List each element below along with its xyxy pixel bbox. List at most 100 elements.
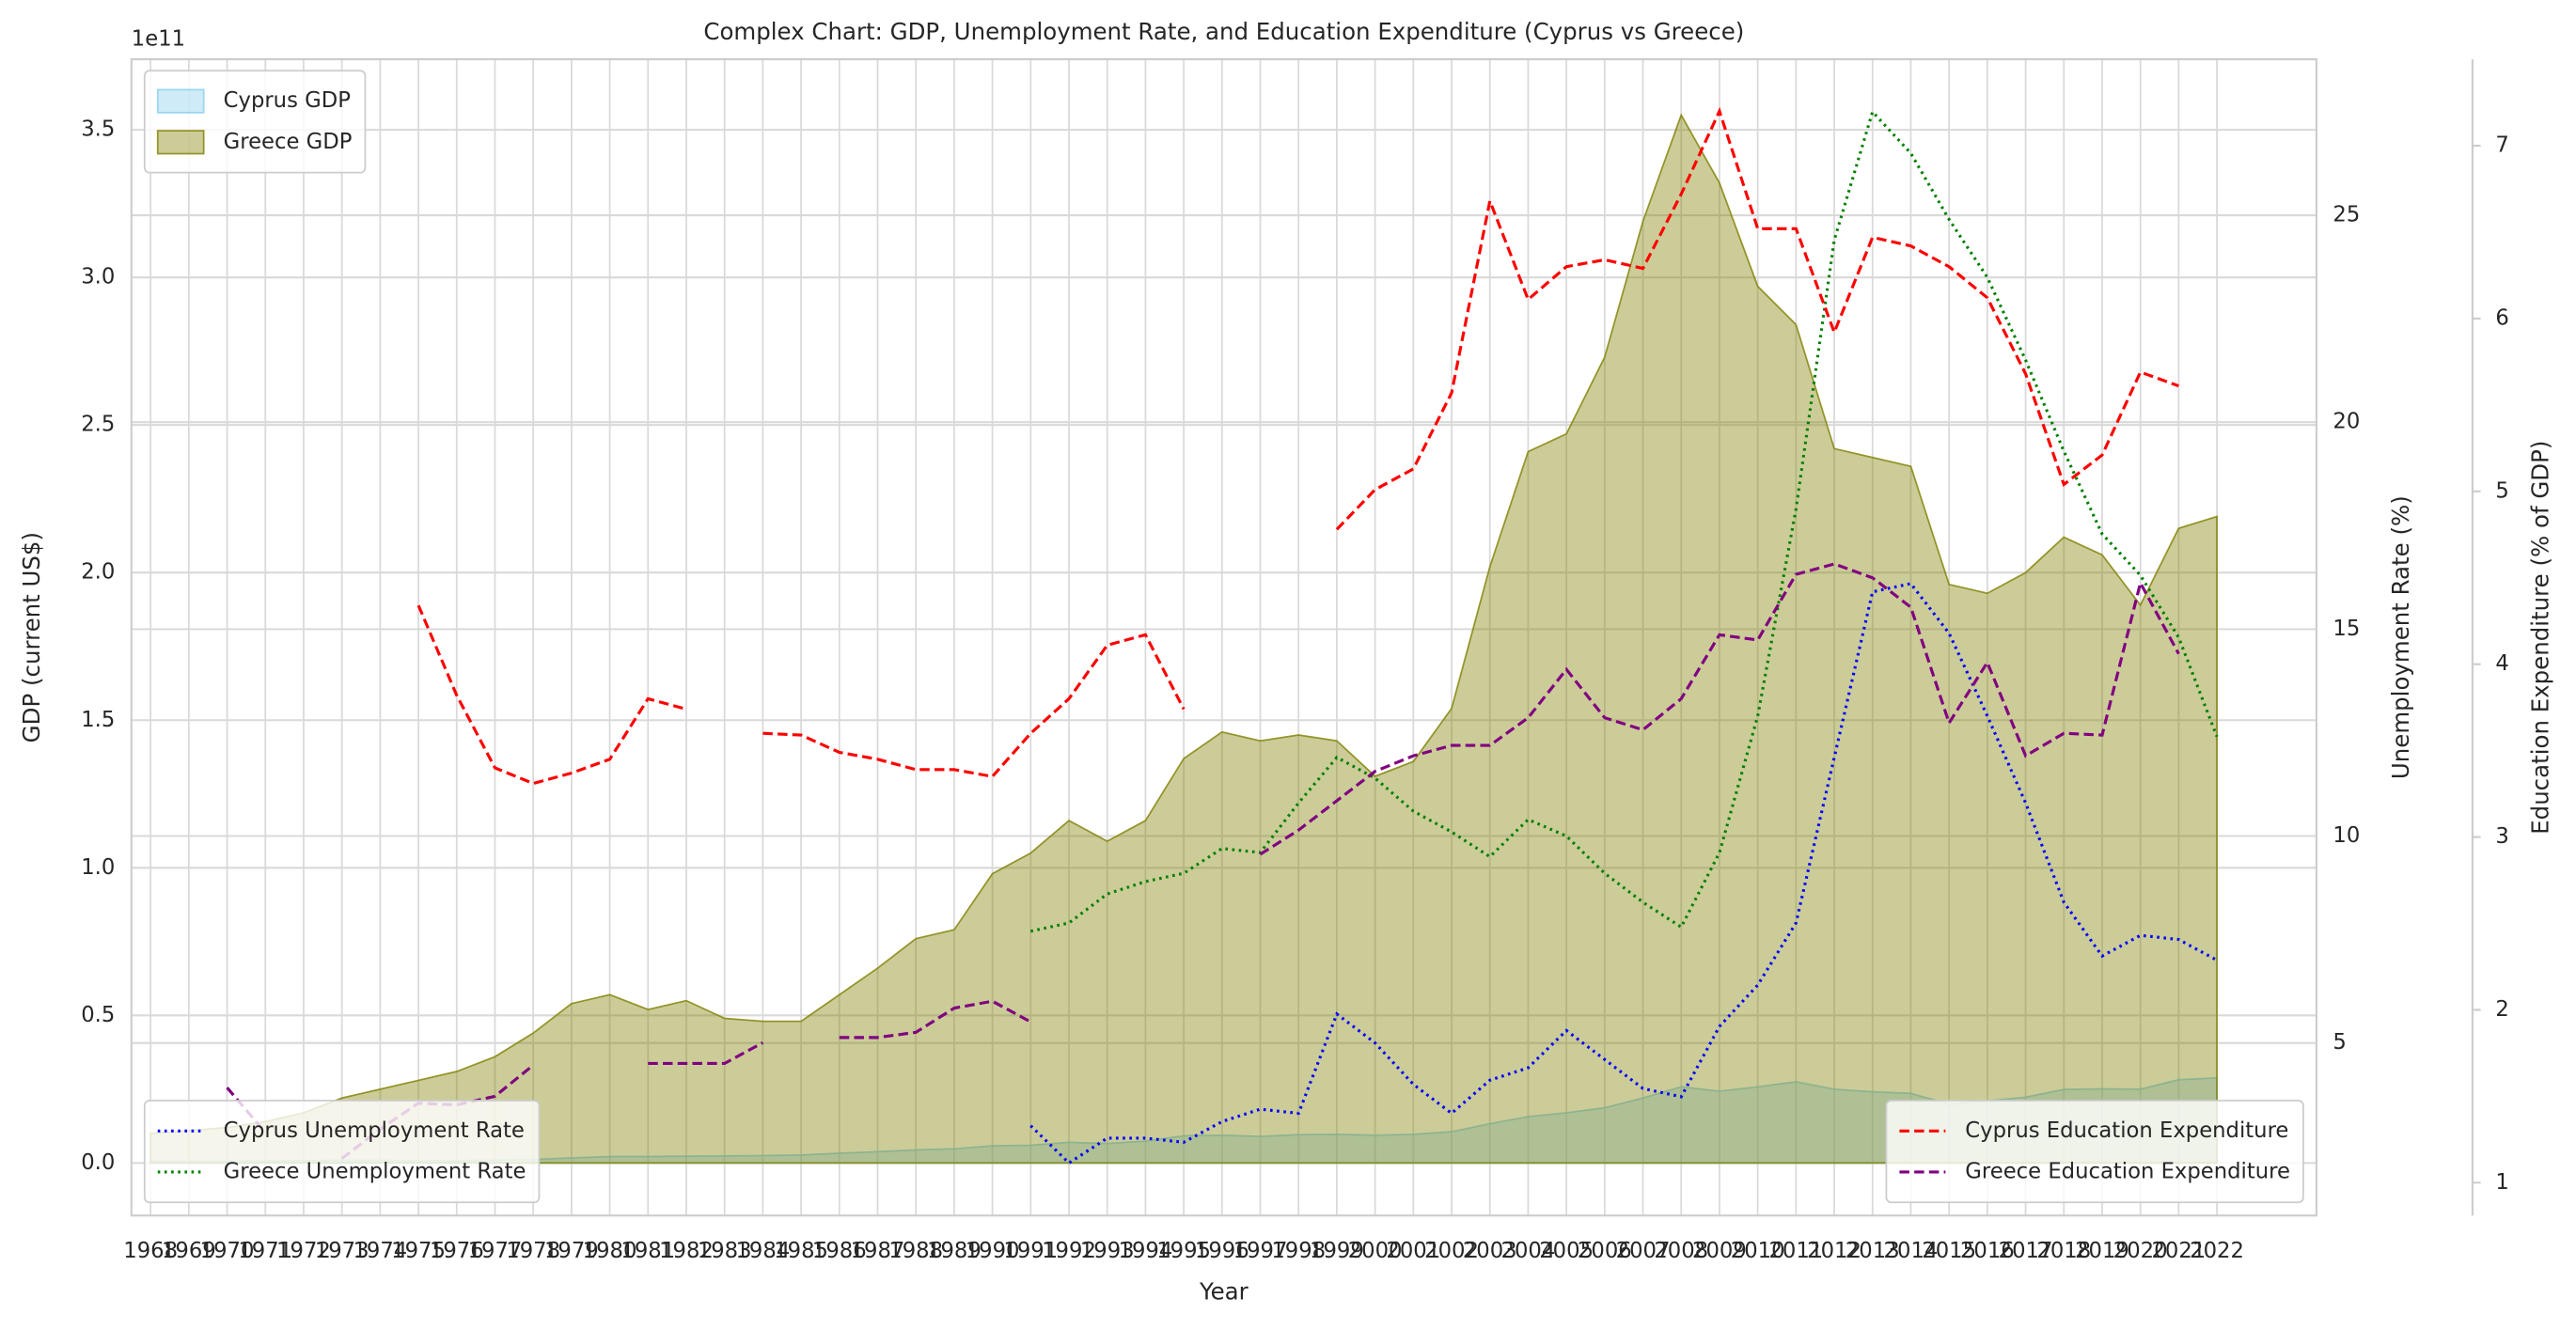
x-tick-label: 2009 bbox=[1692, 1239, 1747, 1263]
x-tick-label: 1983 bbox=[698, 1239, 752, 1263]
x-tick-label: 2019 bbox=[2075, 1239, 2129, 1263]
x-tick-label: 1971 bbox=[238, 1239, 292, 1263]
x-tick-label: 1998 bbox=[1271, 1239, 1326, 1263]
x-tick-label: 2011 bbox=[1768, 1239, 1823, 1263]
y-tick-label: 0.0 bbox=[81, 1150, 115, 1175]
x-tick-label: 1990 bbox=[966, 1239, 1020, 1263]
x-tick-label: 1969 bbox=[162, 1239, 216, 1263]
x-tick-label: 2004 bbox=[1501, 1239, 1556, 1263]
legend-swatch bbox=[156, 130, 205, 155]
y-tick-label: 1.5 bbox=[81, 708, 115, 732]
x-tick-label: 1994 bbox=[1119, 1239, 1173, 1263]
x-tick-label: 2000 bbox=[1348, 1239, 1403, 1263]
x-tick-label: 2008 bbox=[1654, 1239, 1708, 1263]
y-axis-offset: 1e11 bbox=[132, 27, 185, 52]
y-tick-label: 0.5 bbox=[81, 1003, 115, 1027]
chart-title: Complex Chart: GDP, Unemployment Rate, a… bbox=[703, 18, 1744, 45]
x-tick-label: 1981 bbox=[620, 1239, 675, 1263]
x-tick-label: 2012 bbox=[1807, 1239, 1861, 1263]
x-tick-label: 1980 bbox=[583, 1239, 637, 1263]
legend: Cyprus GDP Greece GDP bbox=[143, 70, 367, 174]
x-tick-label: 1970 bbox=[200, 1239, 255, 1263]
legend-label: Greece GDP bbox=[224, 130, 353, 154]
y2-axis-label: Unemployment Rate (%) bbox=[2387, 495, 2414, 779]
x-tick-label: 1987 bbox=[851, 1239, 905, 1263]
x-tick-label: 1988 bbox=[888, 1239, 943, 1263]
x-tick-label: 1977 bbox=[468, 1239, 523, 1263]
area bbox=[149, 113, 2218, 1165]
plot-frame bbox=[130, 58, 2317, 1217]
legend-label: Greece Education Expenditure bbox=[1965, 1159, 2290, 1183]
x-tick-label: 1985 bbox=[774, 1239, 828, 1263]
plot-marks bbox=[149, 106, 2219, 1165]
x-tick-label: 1986 bbox=[812, 1239, 867, 1263]
legend-label: Cyprus Education Expenditure bbox=[1965, 1118, 2288, 1143]
x-tick-label: 1975 bbox=[391, 1239, 446, 1263]
y2-tick-label: 25 bbox=[2333, 203, 2360, 227]
x-tick-label: 1978 bbox=[506, 1239, 560, 1263]
x-tick-label: 1995 bbox=[1156, 1239, 1211, 1263]
x-tick-label: 2018 bbox=[2036, 1239, 2091, 1263]
y2-tick-label: 5 bbox=[2333, 1030, 2346, 1055]
y3-tick-label: 7 bbox=[2495, 133, 2508, 158]
y-tick-label: 3.0 bbox=[81, 265, 115, 289]
x-tick-label: 2014 bbox=[1884, 1239, 1939, 1263]
y-tick-label: 1.0 bbox=[81, 855, 115, 880]
x-tick-label: 1984 bbox=[735, 1239, 790, 1263]
y3-tick-label: 1 bbox=[2495, 1170, 2508, 1195]
legend-label: Cyprus GDP bbox=[224, 88, 351, 113]
x-tick-label: 1992 bbox=[1042, 1239, 1096, 1263]
legend-box bbox=[143, 1100, 541, 1204]
line bbox=[416, 106, 2179, 786]
x-tick-label: 2010 bbox=[1731, 1239, 1785, 1263]
x-tick-label: 2022 bbox=[2190, 1239, 2244, 1263]
x-tick-label: 1979 bbox=[544, 1239, 599, 1263]
legend-box bbox=[1885, 1100, 2304, 1204]
x-tick-label: 1997 bbox=[1233, 1239, 1288, 1263]
x-tick-label: 2006 bbox=[1578, 1239, 1632, 1263]
y3-tick-label: 6 bbox=[2495, 305, 2508, 330]
legend-label: Greece Unemployment Rate bbox=[224, 1159, 526, 1183]
x-tick-label: 2001 bbox=[1386, 1239, 1440, 1263]
y2-tick-label: 20 bbox=[2333, 410, 2360, 434]
legends: Cyprus GDP Greece GDP Cyprus Unemployment … bbox=[143, 70, 2304, 1204]
x-tick-label: 1972 bbox=[276, 1239, 331, 1263]
line bbox=[1029, 108, 2219, 933]
x-tick-label: 2003 bbox=[1463, 1239, 1517, 1263]
y3-tick-label: 3 bbox=[2495, 824, 2508, 849]
x-tick-label: 2002 bbox=[1424, 1239, 1479, 1263]
x-tick-label: 1991 bbox=[1003, 1239, 1058, 1263]
y2-tick-label: 15 bbox=[2333, 617, 2360, 641]
x-tick-label: 2016 bbox=[1960, 1239, 2015, 1263]
x-tick-label: 1989 bbox=[927, 1239, 982, 1263]
y3-axis-label: Education Expenditure (% of GDP) bbox=[2526, 441, 2553, 835]
x-tick-label: 2015 bbox=[1922, 1239, 1976, 1263]
legend: Cyprus Education Expenditure Greece Educa… bbox=[1885, 1100, 2304, 1204]
x-tick-label: 2021 bbox=[2151, 1239, 2206, 1263]
axes: 1968196919701971197219731974197519761977… bbox=[81, 58, 2509, 1263]
x-tick-label: 2020 bbox=[2113, 1239, 2168, 1263]
legend-label: Cyprus Unemployment Rate bbox=[224, 1118, 525, 1143]
x-tick-label: 1973 bbox=[315, 1239, 369, 1263]
x-axis-label: Year bbox=[1199, 1277, 1249, 1305]
x-tick-label: 1999 bbox=[1310, 1239, 1364, 1263]
y-tick-label: 2.0 bbox=[81, 560, 115, 585]
y-tick-label: 3.5 bbox=[81, 117, 115, 142]
x-tick-label: 2007 bbox=[1616, 1239, 1671, 1263]
x-tick-label: 1968 bbox=[123, 1239, 178, 1263]
x-tick-label: 1982 bbox=[659, 1239, 714, 1263]
x-tick-label: 1996 bbox=[1195, 1239, 1249, 1263]
x-tick-label: 2005 bbox=[1539, 1239, 1594, 1263]
x-tick-label: 1974 bbox=[353, 1239, 407, 1263]
y-tick-label: 2.5 bbox=[81, 413, 115, 437]
y3-tick-label: 5 bbox=[2495, 478, 2508, 503]
y2-tick-label: 10 bbox=[2333, 823, 2360, 848]
x-tick-label: 2013 bbox=[1846, 1239, 1900, 1263]
y3-tick-label: 2 bbox=[2495, 997, 2508, 1022]
legend-box bbox=[143, 70, 367, 174]
x-tick-label: 1993 bbox=[1080, 1239, 1135, 1263]
legend-swatch bbox=[156, 88, 205, 114]
y-axis-label: GDP (current US$) bbox=[18, 532, 45, 743]
